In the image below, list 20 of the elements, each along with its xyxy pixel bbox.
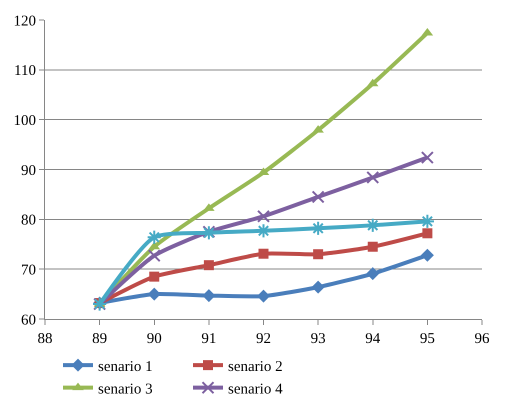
x-tick-label: 95 bbox=[420, 331, 435, 347]
legend-label: senario 4 bbox=[228, 382, 284, 398]
x-tick-label: 93 bbox=[310, 331, 326, 347]
legend-label: senario 3 bbox=[98, 382, 153, 398]
legend-label: senario 1 bbox=[98, 359, 153, 375]
x-tick-label: 91 bbox=[201, 331, 216, 347]
x-tick-label: 88 bbox=[38, 331, 52, 347]
y-tick-label: 100 bbox=[14, 112, 36, 129]
x-tick-label: 96 bbox=[474, 331, 490, 347]
x-tick-label: 90 bbox=[146, 331, 162, 347]
x-tick-label: 92 bbox=[256, 331, 271, 347]
y-tick-label: 80 bbox=[21, 212, 36, 229]
x-tick-label: 94 bbox=[365, 331, 381, 347]
x-tick-label: 89 bbox=[92, 331, 108, 347]
y-tick-label: 120 bbox=[14, 13, 36, 30]
y-tick-label: 70 bbox=[21, 262, 36, 278]
legend-label: senario 2 bbox=[228, 359, 283, 375]
y-tick-label: 90 bbox=[21, 162, 36, 179]
y-tick-label: 60 bbox=[21, 312, 36, 328]
y-tick-label: 110 bbox=[14, 63, 36, 80]
